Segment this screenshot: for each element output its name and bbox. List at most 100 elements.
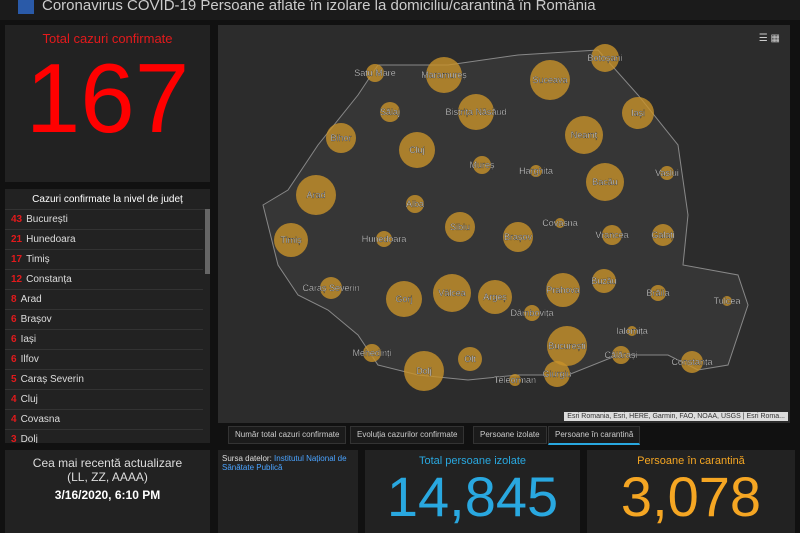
county-label: Vâlcea xyxy=(438,288,466,298)
county-label: Harghita xyxy=(519,166,553,176)
county-label: Prahova xyxy=(546,285,580,295)
map-bubble xyxy=(627,326,637,336)
map-bubble xyxy=(565,116,603,154)
county-label: Bihor xyxy=(330,133,351,143)
county-row: 6 Brașov xyxy=(5,310,203,330)
county-name: Covasna xyxy=(20,414,61,425)
county-label: Bacău xyxy=(592,177,618,187)
scrollbar[interactable] xyxy=(205,209,210,274)
county-row: 4 Covasna xyxy=(5,410,203,430)
county-count: 4 xyxy=(11,414,17,425)
map-bubble xyxy=(404,351,444,391)
map-bubble xyxy=(366,64,384,82)
county-row: 6 Iași xyxy=(5,330,203,350)
country-outline xyxy=(262,49,749,381)
county-label: Satu Mare xyxy=(354,68,396,78)
map-bubble xyxy=(547,326,587,366)
tab[interactable]: Persoane izolate xyxy=(473,426,547,444)
county-row: 3 Dolj xyxy=(5,430,203,443)
map-bubble xyxy=(296,175,336,215)
county-row: 5 Caraș Severin xyxy=(5,370,203,390)
county-label: Brăila xyxy=(646,288,669,298)
map-bubble xyxy=(478,280,512,314)
map-bubble xyxy=(433,274,471,312)
map-bubble xyxy=(586,163,624,201)
county-row: 21 Hunedoara xyxy=(5,230,203,250)
county-name: Caraș Severin xyxy=(20,374,84,385)
update-format: (LL, ZZ, AAAA) xyxy=(67,470,148,484)
map-bubble xyxy=(524,305,540,321)
map-bubble xyxy=(274,223,308,257)
map[interactable]: Satu Mare Maramureș Suceava Botoșani Sălaj Bi… xyxy=(218,25,790,423)
map-bubble xyxy=(380,102,400,122)
county-name: București xyxy=(26,214,68,225)
map-bubble xyxy=(555,218,565,228)
total-panel: Total cazuri confirmate 167 xyxy=(5,25,210,182)
county-label: Galați xyxy=(651,230,675,240)
county-count: 3 xyxy=(11,434,17,443)
map-bubble xyxy=(458,94,494,130)
map-bubble xyxy=(546,273,580,307)
county-label: Sibiu xyxy=(450,222,470,232)
map-bubble xyxy=(544,361,570,387)
county-count: 12 xyxy=(11,274,23,285)
county-label: Dâmbovița xyxy=(510,308,553,318)
source-label: Sursa datelor: xyxy=(222,454,272,463)
tab[interactable]: Evoluția cazurilor confirmate xyxy=(350,426,465,444)
county-name: Brașov xyxy=(20,314,52,325)
county-label: Caraș Severin xyxy=(302,283,359,293)
title: Coronavirus COVID-19 Persoane aflate în … xyxy=(42,0,596,14)
county-label: Buzău xyxy=(591,276,617,286)
county-label: Teleorman xyxy=(494,375,536,385)
county-label: Dolj xyxy=(416,366,432,376)
county-label: Tulcea xyxy=(714,296,741,306)
map-bubble xyxy=(591,44,619,72)
map-bubble xyxy=(650,285,666,301)
county-label: Mureș xyxy=(469,160,495,170)
map-bubble xyxy=(622,97,654,129)
county-row: 6 Ilfov xyxy=(5,350,203,370)
county-label: Maramureș xyxy=(421,70,467,80)
county-name: Arad xyxy=(20,294,42,305)
map-bubble xyxy=(326,123,356,153)
source-panel: Sursa datelor: Institutul Național de Să… xyxy=(218,450,358,533)
county-label: Bistrița Năsăud xyxy=(445,107,506,117)
map-canvas: Satu Mare Maramureș Suceava Botoșani Sălaj Bi… xyxy=(262,44,749,391)
isolated-panel: Total persoane izolate 14,845 xyxy=(365,450,580,533)
county-count: 21 xyxy=(11,234,23,245)
quarantine-title: Persoane în carantină xyxy=(637,455,745,467)
total-title: Total cazuri confirmate xyxy=(42,31,173,46)
map-bubble xyxy=(503,222,533,252)
list-panel: Cazuri confirmate la nivel de județ 43 Bu… xyxy=(5,189,210,443)
logo xyxy=(18,0,34,14)
county-name: Constanța xyxy=(26,274,72,285)
county-count: 17 xyxy=(11,254,23,265)
tab[interactable]: Persoane în carantină xyxy=(548,426,641,445)
county-label: Timiș xyxy=(280,235,302,245)
county-label: Neamț xyxy=(571,130,598,140)
county-label: Vrancea xyxy=(595,230,628,240)
map-bubble xyxy=(473,156,491,174)
map-bubble xyxy=(376,231,392,247)
map-bubble xyxy=(530,60,570,100)
county-label: Călărași xyxy=(604,350,637,360)
map-bubble xyxy=(509,374,521,386)
county-count: 4 xyxy=(11,394,17,405)
isolated-value: 14,845 xyxy=(386,465,559,528)
tab[interactable]: Număr total cazuri confirmate xyxy=(228,426,347,444)
county-name: Timiș xyxy=(26,254,50,265)
county-label: Arad xyxy=(306,190,325,200)
map-bubble xyxy=(445,212,475,242)
map-bubble xyxy=(660,166,674,180)
total-value: 167 xyxy=(25,43,190,153)
map-bubble xyxy=(602,225,622,245)
map-bubble xyxy=(399,132,435,168)
county-label: București xyxy=(548,341,586,351)
attribution: Esri Romania, Esri, HERE, Garmin, FAO, N… xyxy=(564,412,788,421)
county-row: 8 Arad xyxy=(5,290,203,310)
map-tools[interactable]: ☰ ▦ xyxy=(758,33,780,44)
quarantine-value: 3,078 xyxy=(620,465,762,528)
source-link[interactable]: Institutul Național de Sănătate Publică xyxy=(222,454,347,472)
county-count: 5 xyxy=(11,374,17,385)
